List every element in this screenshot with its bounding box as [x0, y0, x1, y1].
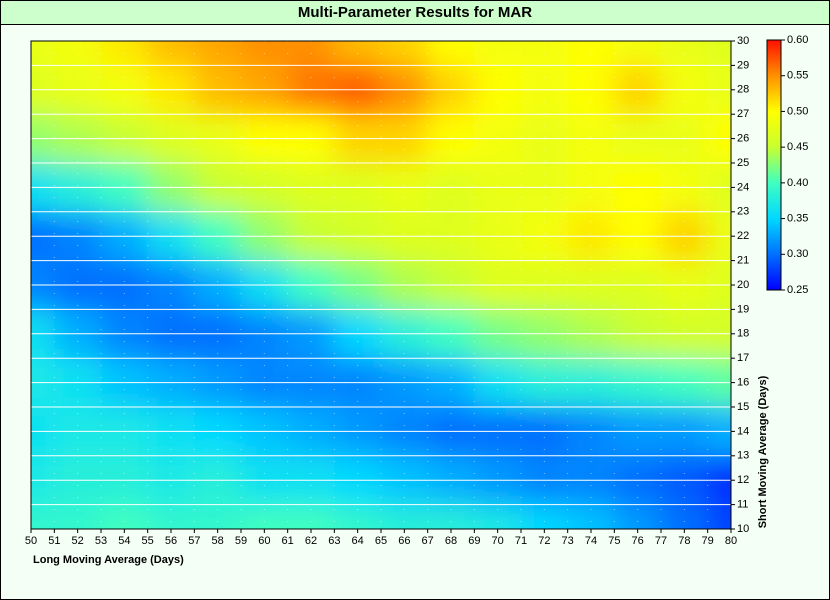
y-tick-label: 29: [737, 59, 749, 71]
heat-cell: [707, 41, 731, 66]
x-tick-label: 51: [48, 535, 60, 547]
x-tick-label: 79: [702, 535, 714, 547]
heat-cell: [707, 504, 731, 529]
x-tick-label: 71: [515, 535, 527, 547]
x-tick-label: 58: [212, 535, 224, 547]
y-tick-label: 17: [737, 352, 749, 364]
heat-cell: [614, 504, 661, 529]
x-tick-label: 54: [118, 535, 130, 547]
x-tick-label: 75: [608, 535, 620, 547]
y-tick-label: 27: [737, 108, 749, 120]
x-tick-label: 66: [398, 535, 410, 547]
colorbar-tick-label: 0.55: [787, 70, 808, 82]
x-tick-label: 67: [422, 535, 434, 547]
x-tick-label: 63: [328, 535, 340, 547]
x-tick-label: 78: [678, 535, 690, 547]
y-tick-label: 13: [737, 450, 749, 462]
heat-cell: [521, 504, 568, 529]
x-tick-label: 74: [585, 535, 597, 547]
heat-cell: [567, 504, 615, 529]
heat-cell: [194, 504, 241, 529]
y-tick-label: 11: [737, 499, 748, 511]
colorbar-tick-label: 0.25: [787, 284, 808, 296]
heat-cell: [147, 504, 195, 529]
heat-cell: [381, 504, 428, 529]
x-tick-label: 69: [468, 535, 480, 547]
colorbar-tick-label: 0.40: [787, 177, 808, 189]
x-tick-label: 72: [538, 535, 550, 547]
y-tick-label: 30: [737, 35, 749, 47]
y-tick-label: 28: [737, 84, 749, 96]
heat-cell: [241, 504, 288, 529]
title-bar: [0, 0, 830, 25]
colorbar-tick-label: 0.50: [787, 105, 808, 117]
y-tick-label: 14: [737, 425, 749, 437]
colorbar-tick-label: 0.45: [787, 141, 808, 153]
x-tick-label: 60: [258, 535, 270, 547]
x-tick-label: 55: [142, 535, 154, 547]
x-axis-label: Long Moving Average (Days): [33, 554, 184, 566]
heat-cell: [54, 504, 101, 529]
colorbar-tick-label: 0.60: [787, 34, 808, 46]
heat-cell: [474, 504, 521, 529]
heat-cell: [31, 504, 55, 529]
y-tick-label: 15: [737, 401, 749, 413]
heat-cell: [661, 504, 708, 529]
x-tick-label: 59: [235, 535, 247, 547]
y-tick-label: 10: [737, 523, 749, 535]
colorbar-tick-label: 0.30: [787, 248, 808, 260]
heat-cell: [334, 504, 381, 529]
x-tick-label: 70: [492, 535, 504, 547]
heatmap: [31, 41, 731, 529]
x-tick-label: 64: [352, 535, 364, 547]
heat-cell: [101, 504, 148, 529]
x-tick-label: 61: [282, 535, 294, 547]
y-tick-label: 23: [737, 206, 749, 218]
y-tick-label: 22: [737, 230, 749, 242]
y-tick-label: 26: [737, 133, 749, 145]
x-tick-label: 52: [72, 535, 84, 547]
x-tick-label: 76: [632, 535, 644, 547]
x-tick-label: 53: [95, 535, 107, 547]
x-tick-label: 57: [188, 535, 200, 547]
y-tick-label: 12: [737, 474, 749, 486]
x-tick-label: 80: [725, 535, 737, 547]
x-tick-label: 62: [305, 535, 317, 547]
heat-cell: [287, 504, 335, 529]
y-tick-label: 16: [737, 377, 749, 389]
heat-cell: [31, 41, 55, 66]
x-tick-label: 77: [655, 535, 667, 547]
y-tick-label: 24: [737, 181, 749, 193]
y-axis-label: Short Moving Average (Days): [757, 375, 769, 528]
y-tick-label: 19: [737, 303, 749, 315]
x-tick-label: 68: [445, 535, 457, 547]
colorbar: [766, 39, 782, 291]
x-tick-label: 50: [25, 535, 37, 547]
x-tick-label: 73: [562, 535, 574, 547]
y-tick-label: 21: [737, 255, 749, 267]
chart-title: Multi-Parameter Results for MAR: [298, 4, 532, 21]
x-tick-label: 56: [165, 535, 177, 547]
y-tick-label: 25: [737, 157, 749, 169]
colorbar-tick-label: 0.35: [787, 212, 808, 224]
y-tick-label: 18: [737, 328, 749, 340]
x-tick-label: 65: [375, 535, 387, 547]
heat-cell: [427, 504, 475, 529]
y-tick-label: 20: [737, 279, 749, 291]
